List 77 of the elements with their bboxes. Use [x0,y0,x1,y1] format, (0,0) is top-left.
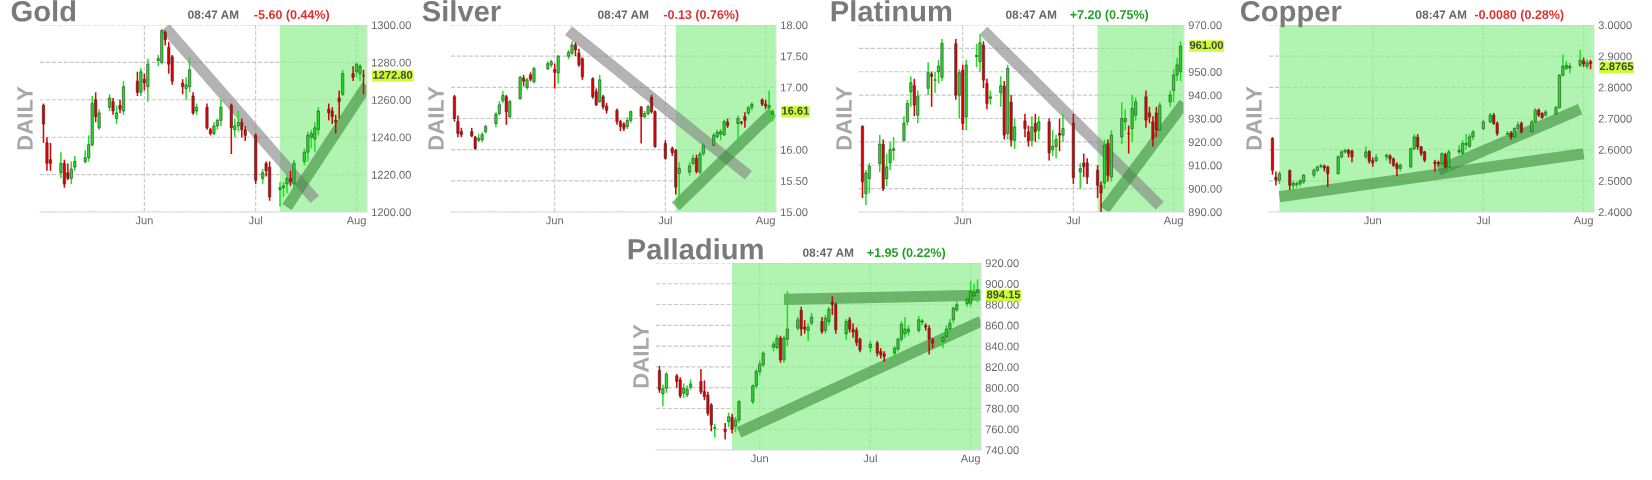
text: +1.95 (0.22%) [867,247,946,260]
y-tick-label: 940.00 [1188,91,1222,100]
y-tick-label: 780.00 [985,404,1019,413]
x-tick-label: Aug [346,216,366,227]
y-tick-label: 2.4000 [1598,208,1632,217]
y-tick-label: 800.00 [985,383,1019,392]
x-tick-label: Jun [545,216,563,225]
y-tick-label: 15.00 [781,208,808,217]
y-tick-label: 740.00 [985,446,1019,455]
y-axis-title: DAILY [1246,86,1262,150]
chart-subtitle: 08:47 AM [1416,10,1467,19]
y-tick-label: 970.00 [1188,21,1222,30]
x-tick-label: Jul [1476,216,1490,225]
x-tick-label: Jul [1066,216,1080,225]
x-tick-label: Aug [1163,216,1183,227]
y-tick-label: 1240.00 [372,133,411,142]
y-axis-title: DAILY [836,86,852,150]
x-tick-label: Aug [1573,216,1593,227]
chart-title: Platinum [831,0,952,22]
chart-title: Gold [11,0,76,22]
chart-subtitle: 08:47 AM [803,248,854,257]
chart-subtitle: 08:47 AM [1006,10,1057,19]
y-axis-title: DAILY [633,324,649,388]
y-tick-label: 2.7000 [1598,114,1632,123]
y-tick-label: 2.5000 [1598,177,1632,185]
chart-title: Palladium [628,238,763,260]
x-tick-label: Aug [960,454,980,465]
y-tick-label: 1200.00 [372,208,411,217]
y-axis-title: DAILY [428,86,444,150]
y-tick-label: 2.8000 [1598,83,1632,92]
chart-title: Copper [1240,0,1342,28]
x-tick-label: Jun [750,454,768,463]
chart-subtitle: 08:47 AM [188,10,239,19]
y-tick-label: 17.00 [781,83,808,92]
x-tick-label: Jun [135,216,153,225]
y-tick-label: 910.00 [1188,161,1222,170]
y-tick-label: 16.00 [781,145,808,154]
text: +7.20 (0.75%) [1070,9,1149,22]
annotation: 2.8765 [1599,62,1634,71]
y-tick-label: 920.00 [985,259,1019,268]
y-tick-label: 860.00 [985,321,1019,330]
annotation: 961.00 [1189,41,1224,50]
y-tick-label: 1280.00 [372,58,411,67]
annotation: 1272.80 [373,70,413,79]
annotation: 16.61 [782,106,810,115]
y-tick-label: 1300.00 [372,21,411,30]
y-tick-label: 15.50 [781,177,808,185]
y-tick-label: 760.00 [985,425,1019,434]
y-tick-label: 900.00 [985,280,1019,288]
annotation: 894.15 [986,290,1021,299]
y-tick-label: 3.0000 [1598,21,1632,30]
x-tick-label: Jul [863,454,877,463]
y-tick-label: 840.00 [985,342,1019,351]
x-tick-label: Jul [658,216,672,225]
chart-subtitle: 08:47 AM [598,10,649,19]
y-tick-label: 930.00 [1188,114,1222,123]
y-tick-label: 1260.00 [372,96,411,104]
y-tick-label: 950.00 [1188,68,1222,76]
x-tick-label: Jun [953,216,971,225]
y-tick-label: 18.00 [781,21,808,30]
x-tick-label: Jun [1363,216,1381,225]
y-tick-label: 920.00 [1188,138,1222,147]
chart-title: Silver [422,0,501,22]
x-tick-label: Jul [248,216,263,225]
text: -0.13 (0.76%) [663,9,739,22]
y-tick-label: 890.00 [1188,208,1222,217]
y-tick-label: 1220.00 [372,170,411,179]
text: -0.0080 (0.28%) [1474,9,1564,22]
y-tick-label: 17.50 [781,52,808,61]
y-tick-label: 900.00 [1188,184,1222,193]
text: -5.60 (0.44%) [254,9,330,22]
y-tick-label: 880.00 [985,300,1019,309]
y-tick-label: 820.00 [985,363,1019,372]
x-tick-label: Aug [755,216,775,227]
y-tick-label: 2.9000 [1598,52,1632,61]
y-tick-label: 2.6000 [1598,145,1632,154]
y-axis-title: DAILY [17,86,33,150]
